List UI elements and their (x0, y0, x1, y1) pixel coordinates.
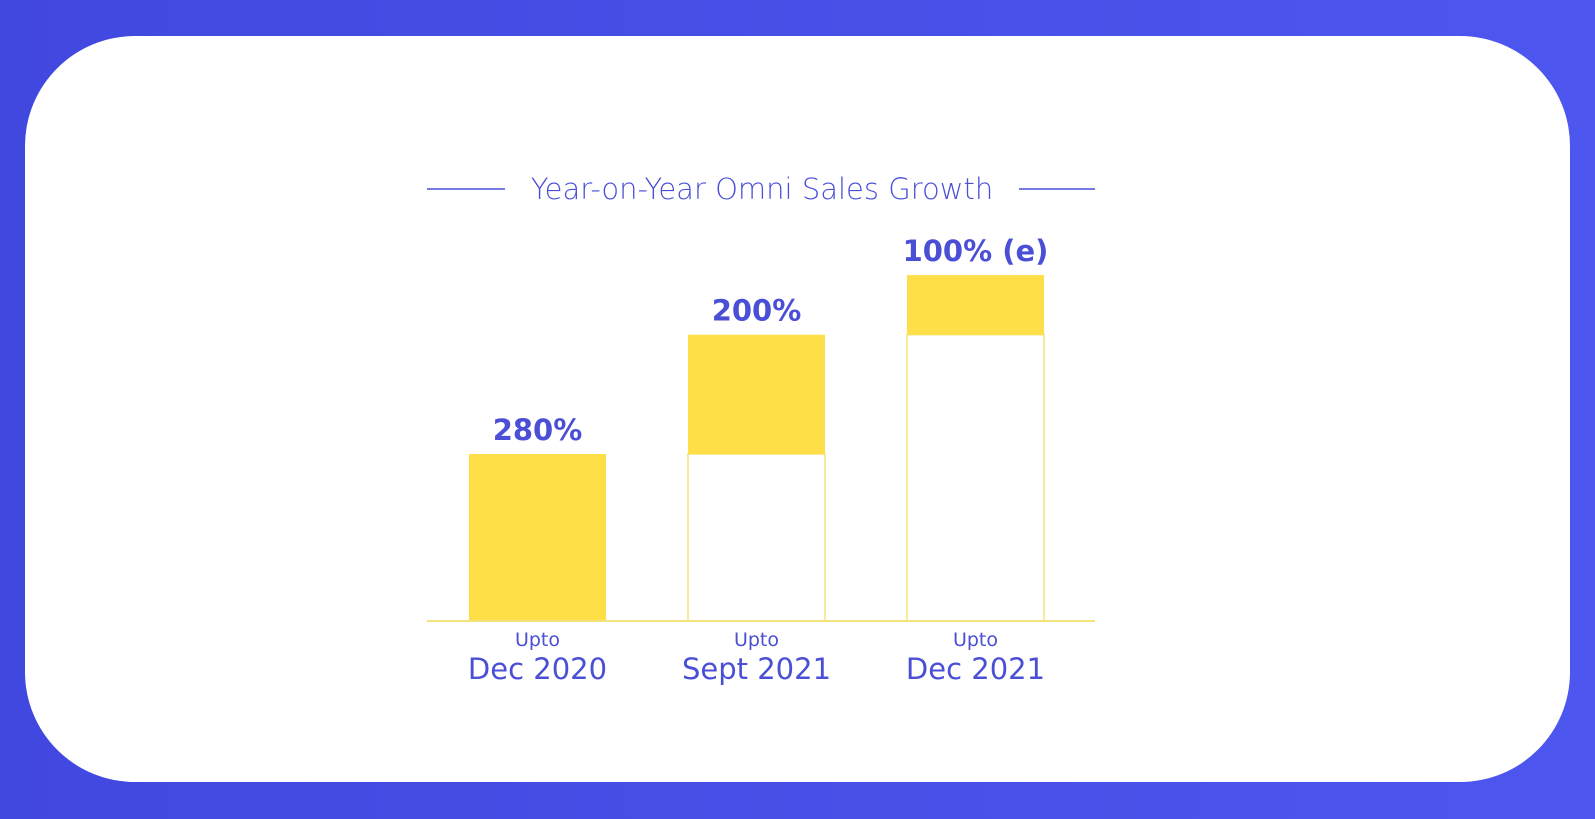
bar-1 (469, 454, 606, 621)
category-label-2: Sept 2021 (682, 652, 831, 686)
category-label-1: Dec 2020 (468, 652, 607, 686)
bars-group (469, 275, 1045, 622)
category-prefix-3: Upto (953, 629, 998, 651)
value-label-3: 100% (e) (903, 234, 1049, 268)
chart-title: Year-on-Year Omni Sales Growth (531, 172, 993, 206)
bar-base-3 (906, 333, 1045, 622)
bar-2 (688, 334, 825, 454)
bar-base-2 (687, 453, 826, 622)
value-label-1: 280% (493, 413, 583, 447)
value-label-2: 200% (712, 294, 802, 328)
bar-3 (907, 275, 1044, 335)
category-label-3: Dec 2021 (906, 652, 1045, 686)
category-prefix-1: Upto (515, 629, 560, 651)
category-prefix-2: Upto (734, 629, 779, 651)
